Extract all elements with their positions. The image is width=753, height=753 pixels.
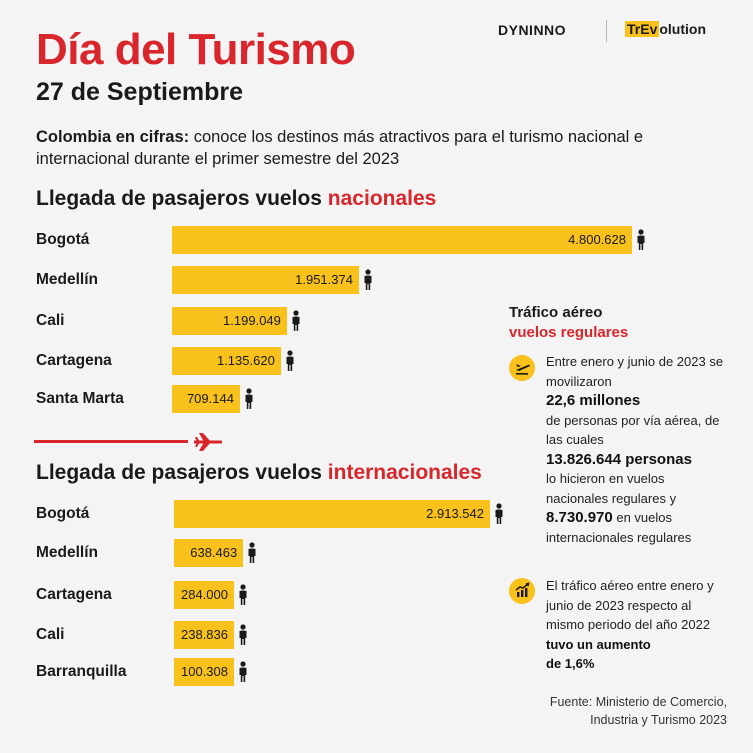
page-title: Día del Turismo [36, 25, 356, 74]
national-city-label: Cali [36, 312, 65, 329]
flight-path-line [34, 440, 188, 443]
person-icon [291, 310, 301, 337]
note2-text1: El tráfico aéreo entre enero y junio de … [546, 578, 714, 632]
national-bar-value: 4.800.628 [568, 232, 626, 247]
note2-bold2: de 1,6% [546, 656, 595, 671]
international-city-label: Cali [36, 626, 65, 643]
person-icon [238, 584, 248, 611]
international-bar-value: 284.000 [181, 587, 228, 602]
international-city-label: Medellín [36, 544, 99, 561]
plane-departure-icon [509, 355, 535, 381]
note1-bold1: 22,6 millones [546, 392, 641, 409]
trevolution-logo: TrEv olution [625, 21, 706, 37]
international-title-black: Llegada de pasajeros vuelos [36, 461, 328, 484]
dyninno-logo: DYNINNO [498, 22, 567, 38]
national-title-red: nacionales [327, 187, 437, 210]
source-line1: Fuente: Ministerio de Comercio, [549, 695, 727, 709]
international-city-label: Cartagena [36, 586, 112, 603]
note2-bold1: tuvo un aumento [546, 636, 651, 652]
international-bar-value: 100.308 [181, 664, 228, 679]
national-bar-value: 1.951.374 [295, 272, 353, 287]
trevolution-logo-rest: olution [659, 21, 707, 37]
airplane-icon [194, 433, 222, 451]
person-icon [363, 269, 373, 296]
international-bar-value: 2.913.542 [426, 506, 484, 521]
national-bar [172, 266, 359, 294]
person-icon [244, 388, 254, 415]
note1-bold2: 13.826.644 personas [546, 450, 692, 468]
national-city-label: Santa Marta [36, 390, 124, 407]
traffic-note-2: El tráfico aéreo entre enero y junio de … [546, 576, 731, 674]
growth-chart-icon [509, 578, 535, 604]
international-bar [174, 500, 490, 528]
source-line2: Industria y Turismo 2023 [590, 713, 727, 727]
person-icon [238, 624, 248, 651]
intro-text: Colombia en cifras: conoce los destinos … [36, 126, 716, 170]
national-bar [172, 226, 632, 254]
person-icon [636, 229, 646, 256]
traffic-panel-title: Tráfico aéreo vuelos regulares [509, 303, 628, 343]
international-city-label: Bogotá [36, 505, 90, 522]
international-bar [174, 581, 234, 609]
person-icon [238, 661, 248, 688]
person-icon [247, 542, 257, 569]
national-city-label: Cartagena [36, 352, 112, 369]
international-bar [174, 539, 244, 567]
international-bar-value: 638.463 [190, 545, 238, 560]
international-bar [174, 658, 234, 686]
international-city-label: Barranquilla [36, 663, 127, 680]
national-bar-value: 1.135.620 [216, 353, 275, 368]
trevolution-logo-highlight: TrEv [625, 21, 660, 37]
source-note: Fuente: Ministerio de Comercio, Industri… [550, 693, 727, 729]
note1-text2: de personas por vía aérea, de las cuales [546, 412, 720, 448]
international-chart-title: Llegada de pasajeros vuelos internaciona… [36, 462, 482, 483]
national-bar [172, 347, 281, 375]
intro-rest: conoce los destinos más atractivos para … [36, 128, 644, 168]
national-title-black: Llegada de pasajeros vuelos [36, 187, 328, 210]
intro-bold: Colombia en cifras: [36, 128, 190, 146]
national-city-label: Medellín [36, 271, 99, 288]
person-icon [494, 503, 504, 530]
page-date: 27 de Septiembre [36, 78, 244, 106]
traffic-title-line1: Tráfico aéreo [509, 304, 603, 321]
national-chart-title: Llegada de pasajeros vuelos nacionales [36, 188, 436, 209]
international-title-red: internacionales [327, 461, 482, 484]
note1-text3: lo hicieron en vuelos nacionales regular… [546, 471, 677, 506]
national-bar [172, 307, 287, 335]
national-bar [172, 385, 240, 413]
national-bar-value: 709.144 [186, 391, 234, 406]
national-bar-value: 1.199.049 [223, 313, 281, 328]
traffic-note-1: Entre enero y junio de 2023 se movilizar… [546, 352, 726, 547]
traffic-title-line2: vuelos regulares [509, 324, 629, 341]
international-bar-value: 238.836 [181, 627, 228, 642]
note1-bold3: 8.730.970 [546, 509, 613, 526]
logo-divider [606, 20, 607, 42]
note1-text1: Entre enero y junio de 2023 se movilizar… [546, 354, 724, 389]
person-icon [285, 350, 295, 377]
national-city-label: Bogotá [36, 231, 90, 248]
international-bar [174, 621, 234, 649]
note1-text4: en vuelos internacionales regulares [546, 510, 692, 545]
